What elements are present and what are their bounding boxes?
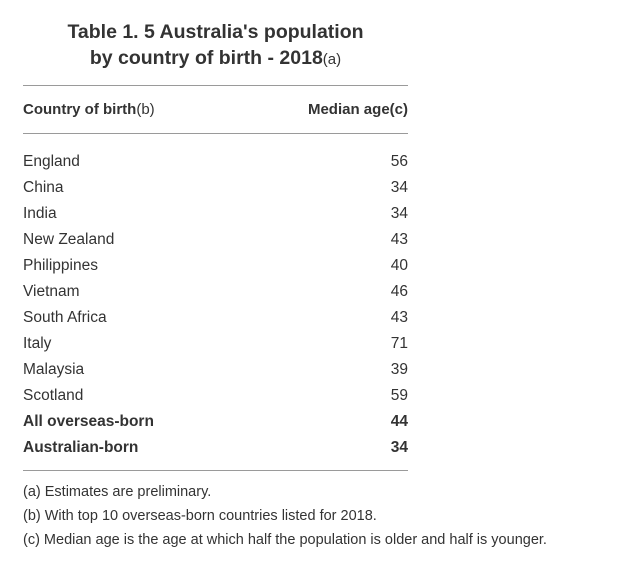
cell-country: Vietnam — [23, 283, 80, 300]
table-row: China 34 — [23, 175, 408, 201]
cell-median-age: 40 — [390, 257, 408, 274]
cell-country: All overseas-born — [23, 413, 154, 430]
footnotes: (a) Estimates are preliminary. (b) With … — [23, 480, 547, 552]
cell-median-age: 34 — [390, 179, 408, 196]
table-container: Table 1. 5 Australia's population by cou… — [23, 0, 408, 471]
title-line-2-text: by country of birth - 2018 — [89, 47, 323, 69]
top-divider — [23, 85, 408, 86]
cell-country: South Africa — [23, 309, 107, 326]
cell-median-age: 46 — [390, 283, 408, 300]
cell-country: Australian-born — [23, 439, 139, 456]
table-row: England 56 — [23, 149, 408, 175]
cell-median-age: 43 — [390, 231, 408, 248]
table-row: Malaysia 39 — [23, 357, 408, 383]
cell-country: England — [23, 153, 80, 170]
cell-country: China — [23, 179, 64, 196]
cell-median-age: 34 — [390, 205, 408, 222]
header-country-label: Country of birth — [23, 101, 137, 118]
cell-country: Malaysia — [23, 361, 85, 378]
table-row: New Zealand 43 — [23, 227, 408, 253]
table-row-total-overseas: All overseas-born 44 — [23, 409, 408, 435]
footnote-a: (a) Estimates are preliminary. — [23, 484, 212, 500]
table-row: Philippines 40 — [23, 253, 408, 279]
title-line-2: by country of birth - 2018(a) — [23, 45, 408, 73]
table-row: Vietnam 46 — [23, 279, 408, 305]
cell-median-age: 71 — [390, 335, 408, 352]
table-row: Italy 71 — [23, 331, 408, 357]
header-country-note: (b) — [136, 101, 155, 118]
bottom-divider — [23, 470, 408, 471]
cell-country: Scotland — [23, 387, 84, 404]
cell-country: Italy — [23, 335, 52, 352]
table-header: Country of birth(b) Median age(c) — [23, 86, 408, 133]
table-row-australian-born: Australian-born 34 — [23, 435, 408, 461]
cell-median-age: 56 — [390, 153, 408, 170]
cell-median-age: 39 — [390, 361, 408, 378]
title-footnote-ref: (a) — [322, 51, 342, 68]
table-row: South Africa 43 — [23, 305, 408, 331]
cell-country: Philippines — [23, 257, 98, 274]
footnote-b: (b) With top 10 overseas-born countries … — [23, 508, 377, 524]
cell-median-age: 43 — [390, 309, 408, 326]
title-line-1: Table 1. 5 Australia's population — [67, 21, 364, 43]
header-median-age: Median age(c) — [307, 101, 408, 118]
table-body: England 56 China 34 India 34 New Zealand 43 … — [23, 134, 408, 461]
table-row: India 34 — [23, 201, 408, 227]
header-divider — [23, 133, 408, 134]
footnote-c: (c) Median age is the age at which half … — [23, 532, 547, 548]
cell-median-age: 59 — [390, 387, 408, 404]
cell-median-age: 34 — [390, 439, 408, 456]
cell-median-age: 44 — [390, 413, 408, 430]
cell-country: India — [23, 205, 57, 222]
cell-country: New Zealand — [23, 231, 115, 248]
table-title: Table 1. 5 Australia's population by cou… — [23, 0, 408, 73]
table-row: Scotland 59 — [23, 383, 408, 409]
header-country: Country of birth(b) — [23, 101, 155, 118]
